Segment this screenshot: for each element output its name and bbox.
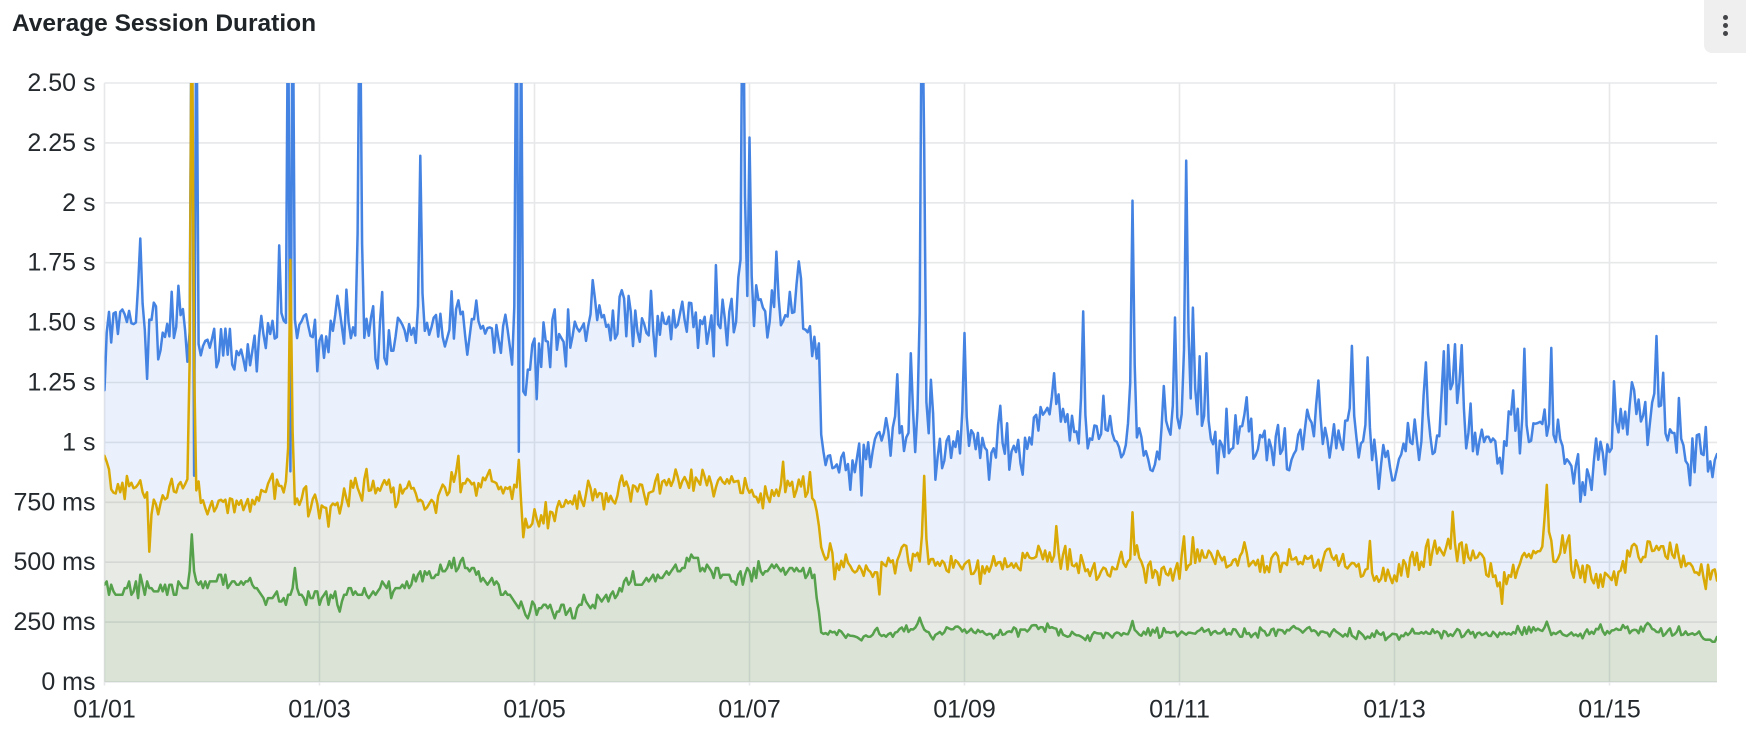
svg-text:2.25 s: 2.25 s (27, 129, 95, 157)
svg-text:01/03: 01/03 (288, 696, 351, 724)
svg-text:750 ms: 750 ms (14, 488, 96, 516)
svg-text:2.50 s: 2.50 s (27, 69, 95, 97)
svg-text:01/09: 01/09 (933, 696, 996, 724)
svg-text:01/11: 01/11 (1149, 696, 1210, 724)
svg-text:01/13: 01/13 (1363, 696, 1426, 724)
svg-text:1.50 s: 1.50 s (27, 309, 95, 337)
svg-text:01/01: 01/01 (73, 696, 136, 724)
svg-text:0 ms: 0 ms (41, 668, 95, 696)
svg-text:2 s: 2 s (62, 189, 95, 217)
svg-text:1.25 s: 1.25 s (27, 369, 95, 397)
svg-text:01/05: 01/05 (503, 696, 566, 724)
svg-text:1.75 s: 1.75 s (27, 249, 95, 277)
svg-text:250 ms: 250 ms (14, 608, 96, 636)
svg-text:01/15: 01/15 (1578, 696, 1641, 724)
svg-text:01/07: 01/07 (718, 696, 781, 724)
svg-text:1 s: 1 s (62, 428, 95, 456)
svg-text:500 ms: 500 ms (14, 548, 96, 576)
